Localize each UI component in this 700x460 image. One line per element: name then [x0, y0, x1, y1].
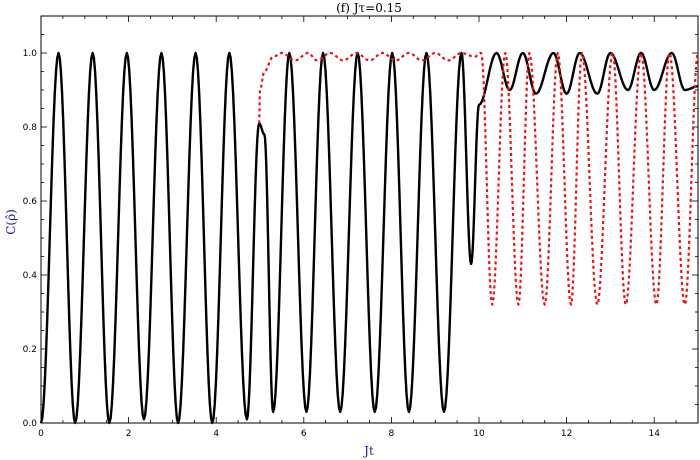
series-dotted-line	[258, 51, 700, 306]
x-tick-label: 14	[648, 429, 660, 439]
y-tick-label: 0.0	[23, 419, 38, 429]
x-tick-label: 12	[561, 429, 572, 439]
chart-title: (f) Jτ=0.15	[336, 1, 402, 15]
y-axis-ticks: 0.0 0.2 0.4 0.6 0.8 1.0	[23, 15, 698, 429]
y-tick-label: 0.8	[23, 123, 38, 133]
y-tick-label: 0.2	[23, 345, 37, 355]
x-tick-label: 8	[389, 429, 395, 439]
y-tick-label: 1.0	[23, 49, 38, 59]
x-tick-label: 6	[301, 429, 307, 439]
x-axis-ticks: 0 2 4 6 8 10 12 14	[38, 16, 699, 439]
x-tick-label: 0	[38, 429, 44, 439]
y-tick-label: 0.4	[23, 271, 38, 281]
y-tick-label: 0.6	[23, 197, 38, 207]
y-axis-label: C(ρ̂)	[4, 209, 18, 235]
series-solid-line	[39, 51, 699, 425]
x-tick-label: 10	[473, 429, 485, 439]
series-layer	[39, 51, 700, 425]
x-tick-label: 4	[213, 429, 219, 439]
x-tick-label: 2	[126, 429, 132, 439]
x-axis-label: Jt	[362, 444, 374, 458]
